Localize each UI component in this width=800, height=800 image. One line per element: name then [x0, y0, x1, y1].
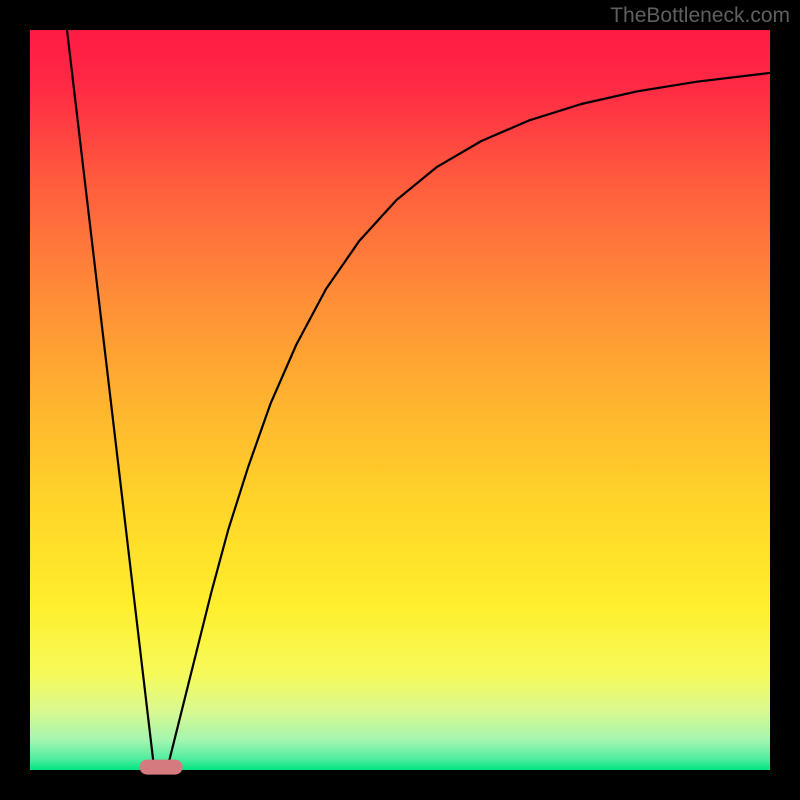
curve-left-segment: [67, 30, 154, 770]
plot-area: [30, 30, 770, 770]
bottom-marker: [140, 760, 183, 775]
watermark-text: TheBottleneck.com: [610, 4, 790, 28]
curve-overlay: [30, 30, 770, 770]
curve-right-segment: [167, 73, 770, 770]
